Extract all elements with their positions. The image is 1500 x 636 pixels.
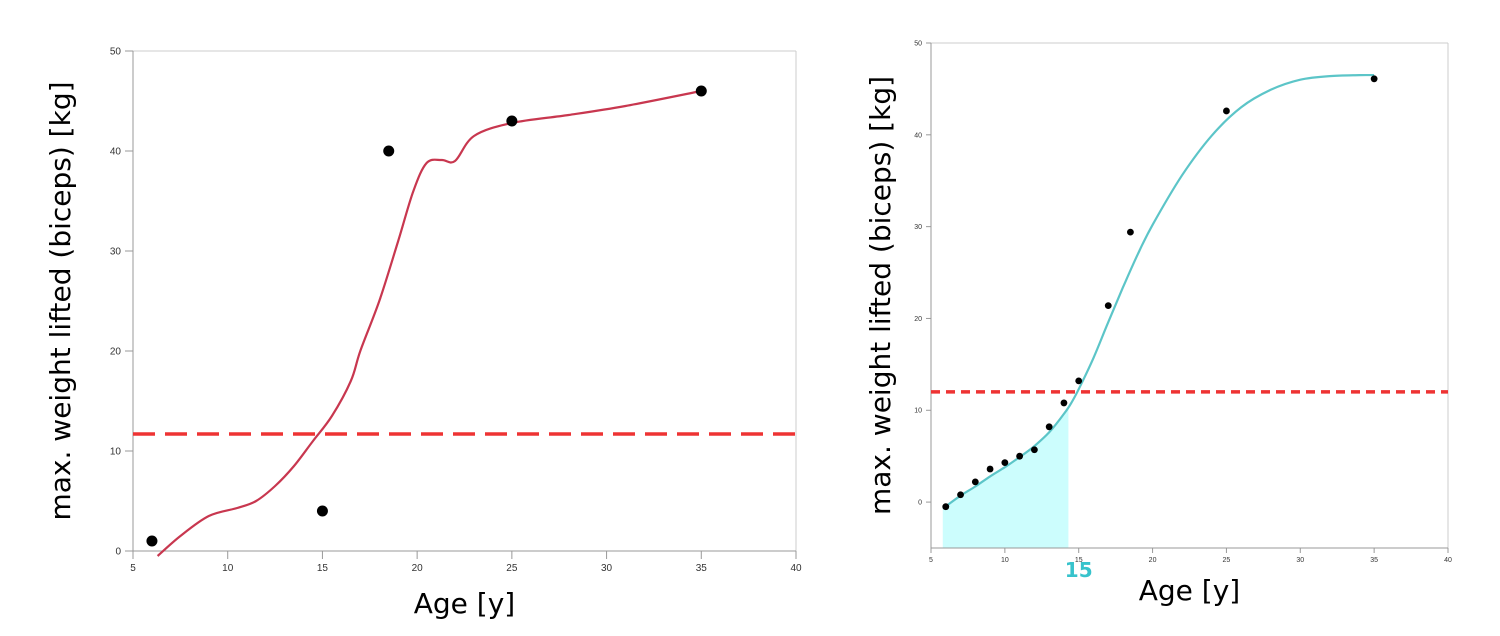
y-tick-label: 40: [110, 147, 122, 158]
y-tick-label: 30: [110, 247, 122, 258]
y-tick-label: 50: [914, 40, 922, 47]
x-tick-label: 25: [1223, 557, 1231, 564]
x-tick-label: 35: [1370, 557, 1378, 564]
x-tick-label: 40: [1444, 557, 1452, 564]
chart-left: 0 10 20 30 40 50 5 10 15 20 25 30 35 40 Age [y] max. we…: [44, 47, 802, 621]
x-tick-label: 30: [1296, 557, 1304, 564]
data-point: [383, 145, 395, 157]
y-tick-label: 20: [914, 316, 922, 323]
x-tick-label: 5: [130, 563, 136, 574]
data-point: [1016, 452, 1024, 460]
x-tick-label: 30: [601, 563, 613, 574]
fit-curve: [942, 73, 1375, 510]
y-axis-title: max. weight lifted (biceps) [kg]: [864, 76, 897, 515]
y-tick-label: 0: [918, 500, 922, 507]
data-point: [1001, 459, 1009, 467]
highlight-label: 15: [1065, 558, 1093, 582]
y-tick-label: 0: [115, 547, 121, 558]
data-point: [1031, 446, 1038, 454]
data-point: [1127, 228, 1134, 236]
data-point: [1075, 377, 1083, 385]
data-point: [146, 535, 158, 547]
x-tick-label: 5: [929, 557, 933, 564]
data-point: [986, 465, 994, 473]
y-tick-label: 40: [914, 132, 922, 139]
data-point: [957, 491, 964, 499]
data-point: [1104, 302, 1112, 309]
x-tick-label: 35: [696, 563, 708, 574]
y-tick-label: 30: [914, 224, 922, 231]
y-tick-label: 50: [110, 47, 122, 58]
data-point: [971, 478, 979, 486]
data-point: [1223, 107, 1230, 115]
x-tick-label: 10: [1001, 557, 1009, 564]
x-axis-title: Age [y]: [1139, 574, 1240, 607]
x-tick-label: 10: [222, 563, 234, 574]
fit-curve: [156, 89, 702, 557]
x-tick-label: 20: [412, 563, 424, 574]
data-point: [1060, 399, 1068, 407]
data-point: [1370, 75, 1378, 83]
y-tick-label: 10: [110, 447, 122, 458]
data-point: [942, 503, 950, 511]
x-tick-label: 15: [317, 563, 329, 574]
y-axis-title: max. weight lifted (biceps) [kg]: [44, 81, 77, 520]
y-tick-label: 10: [914, 408, 922, 415]
x-tick-label: 15: [1075, 557, 1083, 564]
x-tick-label: 20: [1149, 557, 1157, 564]
x-axis-title: Age [y]: [414, 587, 515, 620]
data-point: [695, 85, 707, 97]
x-tick-label: 25: [506, 563, 518, 574]
data-point: [506, 115, 518, 127]
data-point: [316, 505, 328, 517]
x-tick-label: 40: [790, 563, 802, 574]
data-point: [1045, 423, 1053, 431]
shaded-region: [942, 407, 1069, 548]
y-tick-label: 20: [110, 347, 122, 358]
